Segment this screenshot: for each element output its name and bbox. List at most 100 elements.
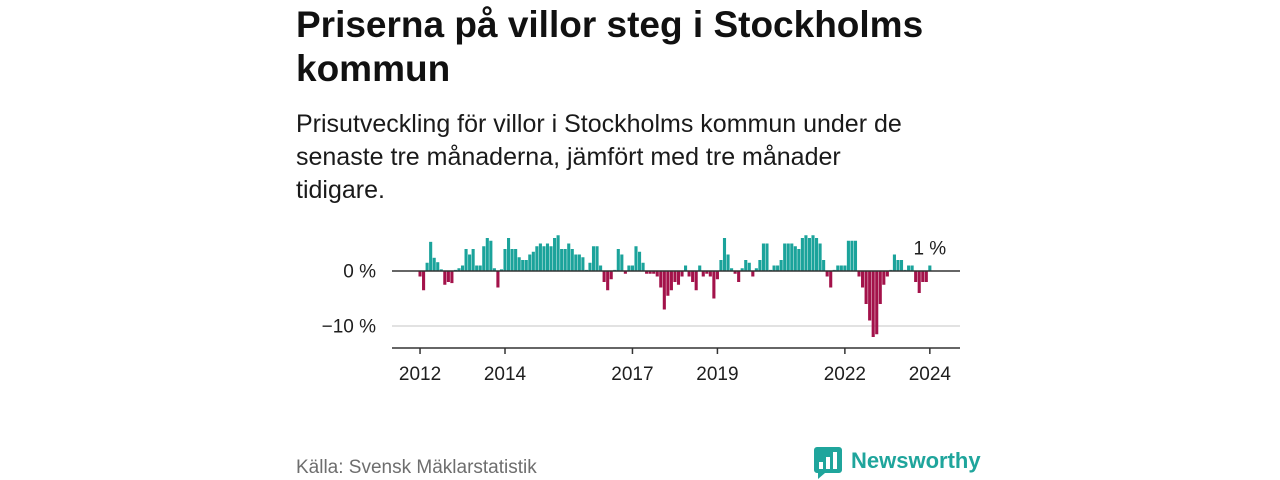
bar-2015-10 (577, 254, 581, 271)
bar-2020-06 (776, 265, 780, 271)
bar-2016-03 (595, 246, 599, 271)
bar-2023-07 (907, 265, 911, 271)
last-value-label: 1 % (913, 239, 946, 260)
bar-2020-12 (797, 249, 801, 271)
bar-2020-09 (786, 243, 790, 271)
bar-2017-03 (637, 251, 642, 271)
bar-2018-11 (708, 271, 712, 277)
source-note: Källa: Svensk Mäklarstatistik (296, 457, 537, 478)
bar-2013-06 (478, 265, 482, 271)
bar-2013-12 (499, 269, 504, 271)
bar-2023-11 (921, 271, 925, 282)
bar-2018-01 (673, 271, 677, 282)
bar-2017-07 (652, 271, 656, 274)
bar-2022-01 (843, 265, 847, 271)
bar-2019-11 (751, 271, 755, 277)
bar-2014-12 (542, 246, 546, 271)
bar-2015-04 (556, 235, 560, 271)
bar-2019-06 (733, 271, 737, 274)
bar-2012-02 (422, 271, 426, 291)
bar-2019-02 (719, 260, 723, 271)
bar-2022-05 (857, 271, 861, 277)
bar-2017-08 (655, 271, 659, 277)
bar-2014-09 (531, 251, 535, 271)
x-tick-label: 2024 (909, 364, 952, 385)
bar-2013-05 (475, 265, 479, 271)
bar-2018-12 (712, 271, 716, 299)
bar-2015-07 (567, 243, 571, 271)
chart-subtitle: Prisutveckling för villor i Stockholms k… (296, 110, 902, 204)
bar-2016-02 (591, 246, 596, 271)
bar-2013-11 (496, 271, 500, 288)
bar-2017-02 (634, 246, 638, 271)
bar-2023-12 (924, 271, 928, 282)
bar-2015-08 (570, 249, 574, 271)
bar-2014-03 (510, 249, 514, 271)
bar-2013-03 (468, 254, 472, 271)
bar-2012-06 (436, 262, 440, 271)
bar-2012-01 (418, 271, 422, 277)
bar-2019-01 (715, 271, 719, 280)
bar-2014-10 (535, 246, 539, 271)
bar-2016-10 (620, 254, 624, 271)
bar-2012-05 (432, 257, 436, 271)
bar-2021-01 (800, 238, 804, 271)
bar-2018-09 (701, 271, 705, 277)
bar-2019-08 (740, 268, 744, 271)
y-tick-label: 0 % (343, 262, 376, 283)
bar-2014-11 (538, 243, 542, 271)
brand-name: Newsworthy (851, 448, 981, 473)
bar-2022-08 (868, 271, 872, 321)
bar-2019-03 (722, 238, 727, 271)
bar-2016-09 (616, 249, 620, 271)
bar-2022-07 (864, 271, 868, 304)
bar-2017-11 (666, 271, 670, 296)
bars (418, 235, 932, 337)
bar-2020-07 (779, 260, 783, 271)
bar-2013-01 (460, 265, 465, 271)
bar-2017-10 (662, 271, 666, 310)
bar-2018-07 (694, 271, 698, 291)
bar-2017-12 (669, 271, 673, 291)
bar-2022-04 (853, 240, 858, 271)
bar-2018-05 (687, 271, 691, 277)
bar-2012-10 (450, 271, 454, 284)
bar-2015-11 (581, 257, 585, 271)
bar-2021-06 (818, 243, 822, 271)
bar-2019-10 (747, 262, 751, 271)
bar-2023-09 (914, 271, 918, 282)
bar-2015-03 (553, 238, 557, 271)
bar-2020-11 (793, 246, 797, 271)
bar-2017-05 (645, 271, 649, 274)
x-tick-label: 2014 (484, 364, 527, 385)
bar-2021-05 (815, 238, 819, 271)
bar-2014-01 (503, 249, 507, 271)
x-tick-label: 2019 (696, 364, 738, 385)
bar-2014-02 (507, 238, 511, 271)
bar-2016-01 (588, 262, 592, 271)
bar-2021-03 (807, 238, 812, 271)
bar-2022-12 (882, 271, 886, 285)
bar-2017-01 (630, 265, 634, 271)
bar-2020-08 (783, 243, 787, 271)
bar-2015-02 (549, 246, 553, 271)
bar-2016-06 (606, 271, 610, 291)
bar-2013-07 (482, 246, 486, 271)
bar-2014-06 (521, 260, 525, 271)
bar-2012-03 (425, 262, 429, 271)
x-tick-label: 2017 (611, 364, 653, 385)
labels: 0 % −10 % 2012 2014 2017 2019 2022 2024 1 % (322, 239, 952, 386)
bar-2017-09 (659, 271, 663, 288)
bar-2020-10 (790, 243, 794, 271)
bar-2013-02 (464, 249, 468, 271)
bar-2023-10 (917, 271, 921, 293)
bar-2019-04 (726, 254, 730, 271)
bar-2023-04 (896, 260, 900, 271)
bar-2013-10 (492, 268, 496, 271)
bar-2016-11 (623, 271, 627, 274)
bar-2019-09 (744, 260, 748, 271)
bar-2022-06 (861, 271, 865, 288)
bar-2018-04 (684, 265, 688, 271)
axes (392, 270, 960, 354)
bar-2023-03 (892, 254, 896, 271)
